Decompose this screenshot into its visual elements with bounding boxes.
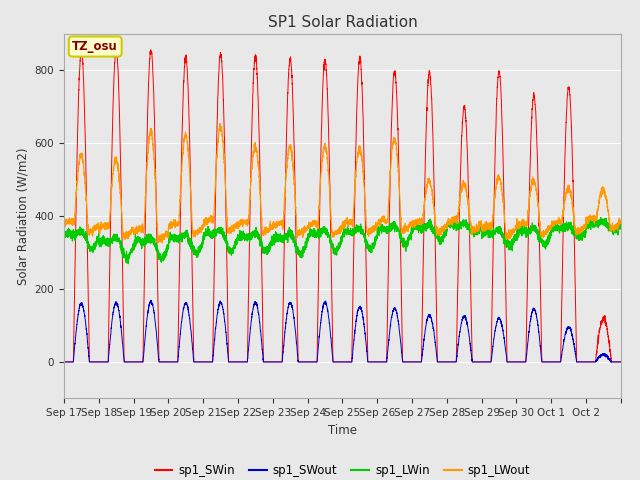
sp1_SWin (393, 100, 401, 106)
Line: sp1_LWout: sp1_LWout (64, 123, 621, 243)
Line: sp1_SWin: sp1_SWin (64, 48, 621, 362)
sp1_LWin (60, 234, 68, 240)
sp1_LWout (364, 229, 371, 235)
sp1_SWout (147, 298, 155, 303)
sp1_LWout (216, 120, 224, 126)
sp1_SWout (60, 359, 68, 365)
sp1_LWin (523, 228, 531, 233)
sp1_SWin (176, 258, 184, 264)
sp1_SWout (176, 338, 184, 344)
sp1_LWout (523, 219, 531, 225)
sp1_SWout (523, 351, 531, 357)
sp1_LWout (617, 217, 625, 223)
sp1_LWin (364, 246, 371, 252)
sp1_LWin (176, 235, 184, 240)
sp1_LWin (617, 222, 625, 228)
sp1_SWin (60, 359, 68, 365)
sp1_LWout (495, 178, 503, 183)
sp1_SWout (393, 310, 401, 316)
sp1_LWin (596, 215, 604, 220)
Y-axis label: Solar Radiation (W/m2): Solar Radiation (W/m2) (16, 147, 29, 285)
sp1_SWin (364, 319, 371, 324)
sp1_LWin (495, 230, 503, 236)
sp1_SWin (112, 45, 120, 51)
Text: TZ_osu: TZ_osu (72, 40, 118, 53)
sp1_LWout (159, 240, 166, 246)
X-axis label: Time: Time (328, 424, 357, 437)
Line: sp1_LWin: sp1_LWin (64, 217, 621, 264)
sp1_SWout (495, 315, 503, 321)
sp1_SWin (617, 359, 625, 365)
sp1_SWout (364, 353, 371, 359)
sp1_LWin (537, 238, 545, 243)
sp1_SWout (537, 349, 545, 355)
sp1_LWin (393, 226, 401, 232)
sp1_SWin (537, 312, 545, 318)
sp1_LWout (176, 208, 184, 214)
sp1_SWout (617, 359, 625, 365)
Legend: sp1_SWin, sp1_SWout, sp1_LWin, sp1_LWout: sp1_SWin, sp1_SWout, sp1_LWin, sp1_LWout (150, 459, 535, 480)
sp1_LWout (537, 232, 545, 238)
sp1_SWin (523, 325, 531, 331)
Line: sp1_SWout: sp1_SWout (64, 300, 621, 362)
Title: SP1 Solar Radiation: SP1 Solar Radiation (268, 15, 417, 30)
sp1_LWout (60, 224, 68, 229)
sp1_LWin (124, 261, 132, 266)
sp1_SWin (495, 71, 503, 76)
sp1_LWout (393, 152, 401, 157)
